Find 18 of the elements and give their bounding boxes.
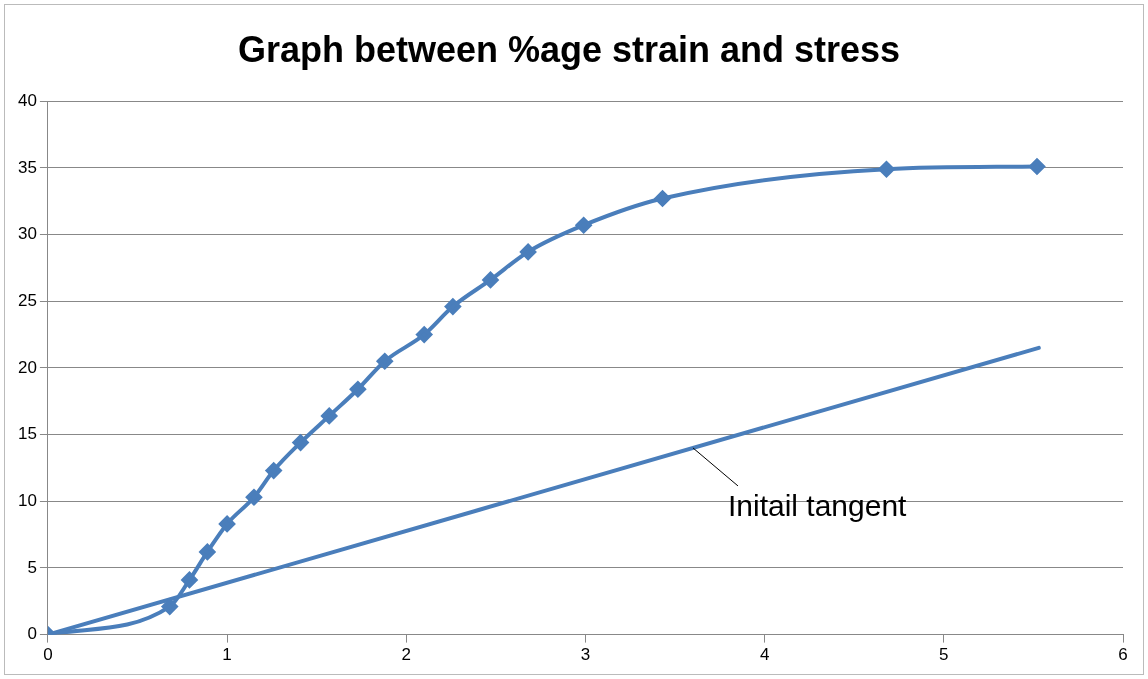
y-tick-label: 20 <box>17 357 37 377</box>
x-tick-label: 4 <box>759 645 770 665</box>
x-tick-label: 0 <box>43 645 53 665</box>
y-tick-label: 10 <box>17 490 37 510</box>
y-tick-label: 40 <box>17 90 37 110</box>
x-tick-label: 5 <box>939 645 949 665</box>
y-tick-label: 30 <box>17 224 37 244</box>
chart-title: Graph between %age strain and stress <box>237 28 901 70</box>
x-tick-label: 1 <box>222 645 232 665</box>
annotation: Initail tangent <box>727 489 908 523</box>
y-tick-label: 0 <box>27 624 37 644</box>
x-tick-label: 6 <box>1118 645 1128 665</box>
x-tick-label: 3 <box>580 645 591 665</box>
y-tick-label: 25 <box>17 290 37 310</box>
y-tick-label: 15 <box>17 424 37 444</box>
x-tick-label: 2 <box>401 645 412 665</box>
y-tick-label: 5 <box>27 557 37 577</box>
y-tick-label: 35 <box>17 157 37 177</box>
